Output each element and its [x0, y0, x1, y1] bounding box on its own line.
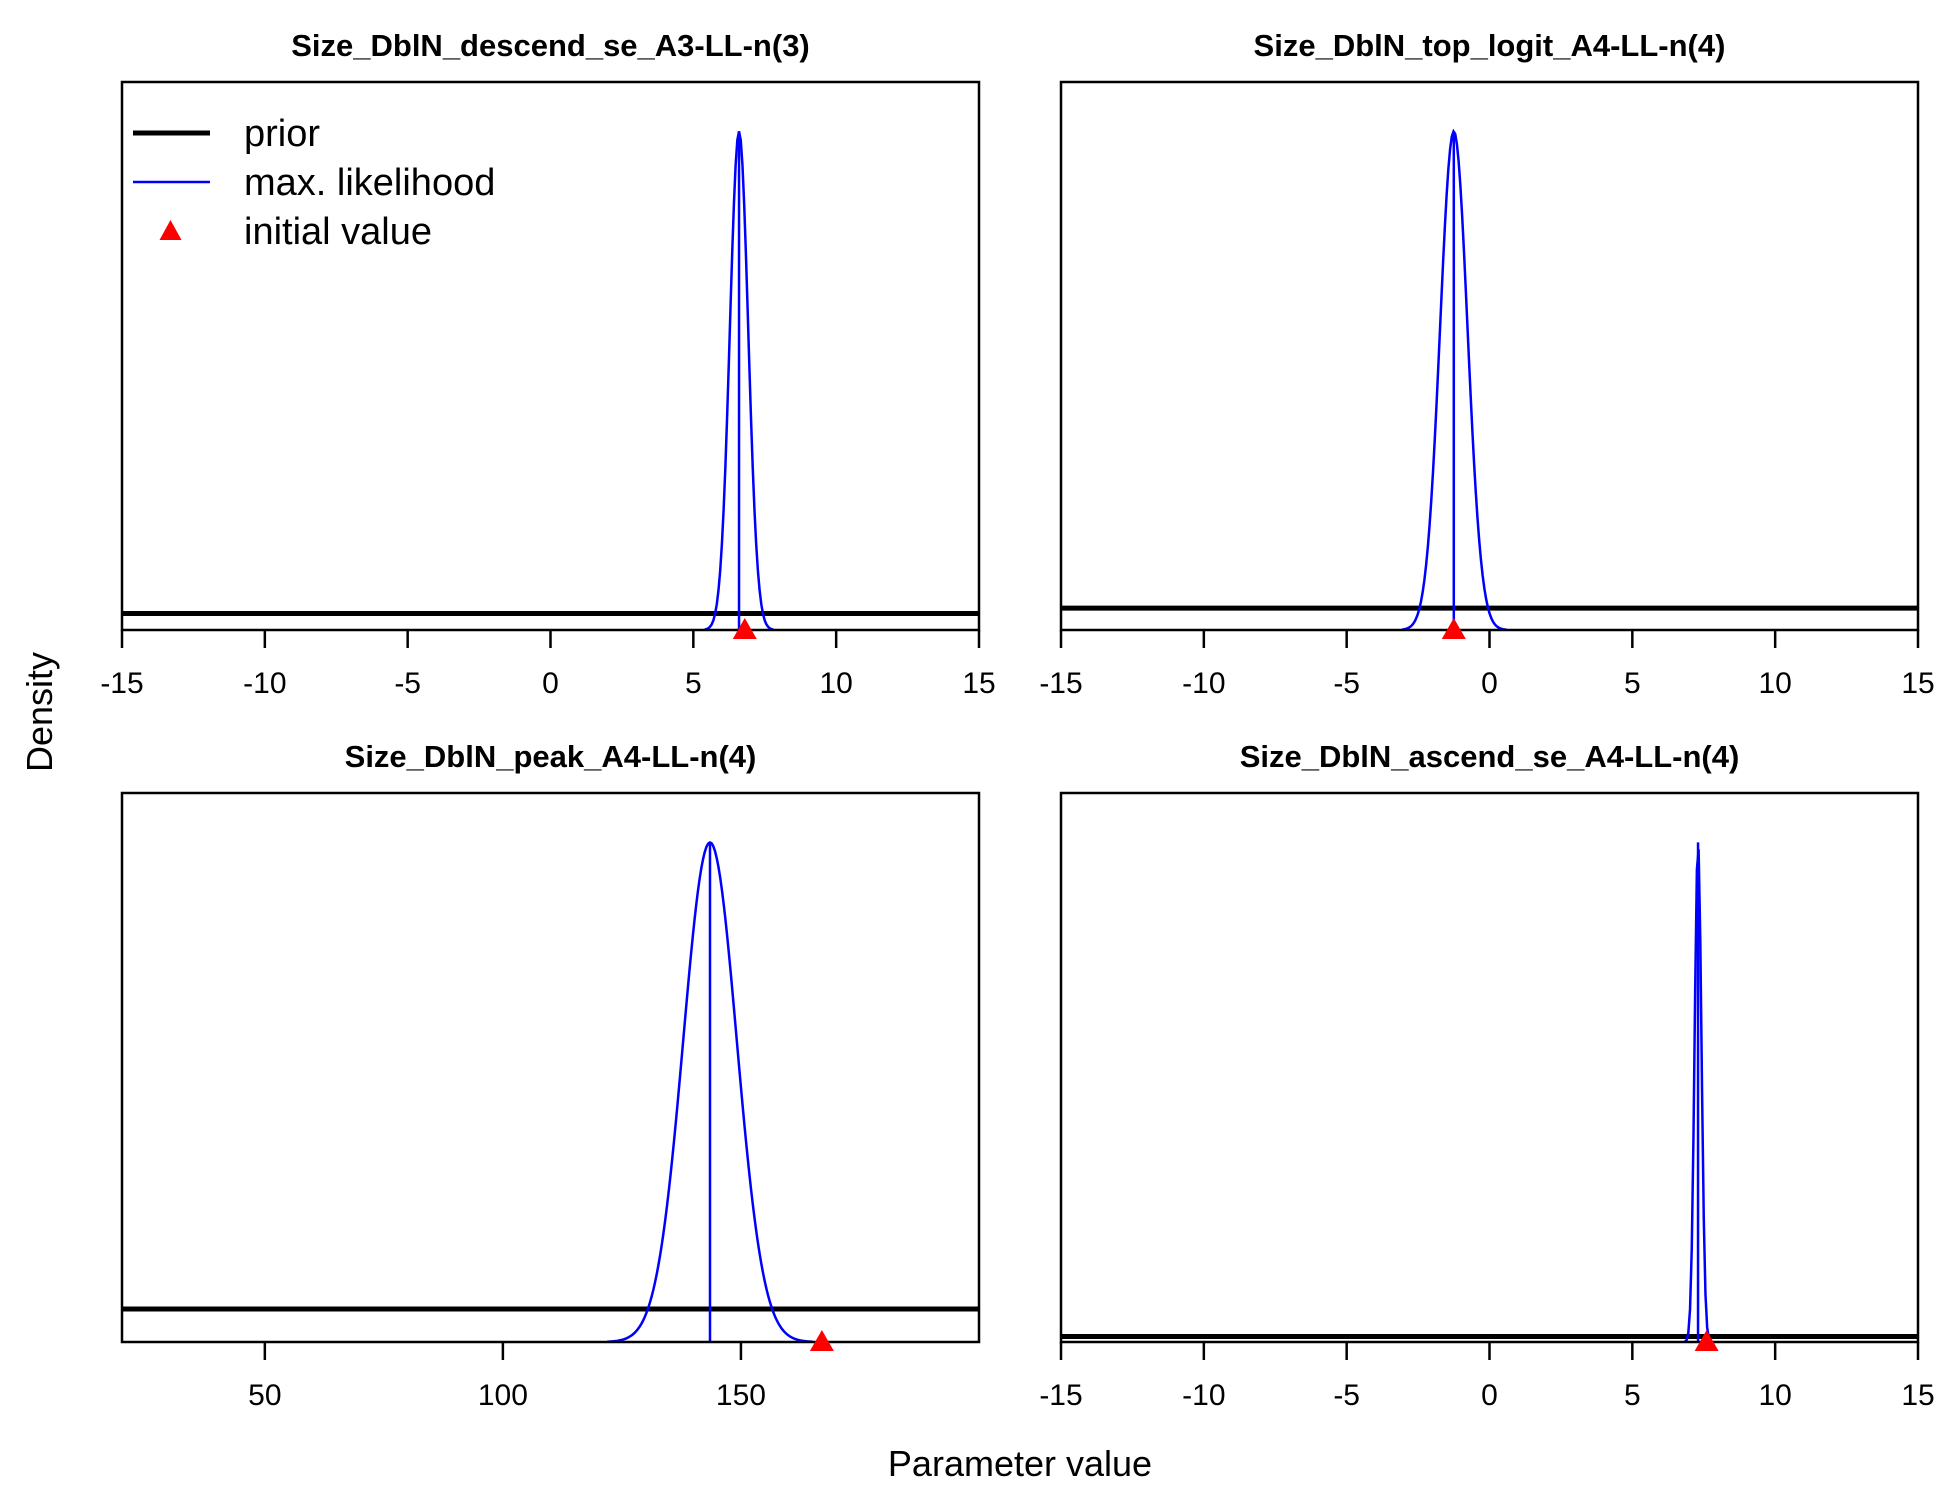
x-axis-title: Parameter value	[888, 1443, 1152, 1484]
x-tick-label: 100	[478, 1379, 528, 1412]
panel-title: Size_DblN_descend_se_A3-LL-n(3)	[291, 28, 810, 63]
x-axis: -15 -10 -5 0 5 10 15	[100, 630, 996, 700]
x-tick-label: 15	[962, 667, 995, 700]
panel-4: Size_DblN_ascend_se_A4-LL-n(4) -15 -10 -5 0 5…	[1039, 739, 1934, 1412]
x-tick-label: 50	[248, 1379, 281, 1412]
legend-label: prior	[244, 113, 320, 155]
x-tick-label: 10	[1758, 667, 1791, 700]
panel-title: Size_DblN_peak_A4-LL-n(4)	[345, 739, 757, 774]
x-tick-label: -10	[1182, 1379, 1225, 1412]
x-tick-label: 150	[716, 1379, 766, 1412]
x-axis: -15 -10 -5 0 5 10 15	[1039, 630, 1935, 700]
plot-frame	[120, 791, 981, 1344]
plot-frame	[1059, 80, 1920, 632]
initial-value-marker	[1441, 618, 1466, 639]
x-tick-label: -5	[394, 667, 421, 700]
legend-label: max. likelihood	[244, 162, 495, 204]
x-tick-label: 5	[685, 667, 702, 700]
x-tick-label: 10	[819, 667, 852, 700]
panel-title: Size_DblN_top_logit_A4-LL-n(4)	[1254, 28, 1726, 63]
x-tick-label: -10	[1182, 667, 1225, 700]
x-tick-label: -5	[1333, 667, 1360, 700]
legend: prior max. likelihood initial value	[133, 113, 495, 253]
x-tick-label: -15	[1039, 667, 1082, 700]
legend-item-max-likelihood: max. likelihood	[133, 162, 495, 204]
x-tick-label: 0	[1481, 1379, 1498, 1412]
legend-label: initial value	[244, 211, 432, 253]
x-tick-label: -5	[1333, 1379, 1360, 1412]
x-tick-label: 5	[1624, 667, 1641, 700]
panel-1: Size_DblN_descend_se_A3-LL-n(3) -15 -10 -5 0…	[100, 28, 995, 700]
x-tick-label: -10	[243, 667, 286, 700]
legend-item-initial-value: initial value	[159, 211, 432, 253]
x-tick-label: 15	[1901, 1379, 1934, 1412]
initial-value-marker	[1694, 1330, 1719, 1351]
panel-title: Size_DblN_ascend_se_A4-LL-n(4)	[1240, 739, 1740, 774]
plot-frame	[1059, 791, 1920, 1344]
x-tick-label: -15	[100, 667, 143, 700]
x-tick-label: 15	[1901, 667, 1934, 700]
x-tick-label: 0	[542, 667, 559, 700]
x-tick-label: 0	[1481, 667, 1498, 700]
initial-value-marker	[809, 1330, 834, 1351]
y-axis-title: Density	[19, 652, 60, 772]
x-tick-label: 5	[1624, 1379, 1641, 1412]
x-axis: 50 100 150	[248, 1342, 766, 1412]
initial-value-marker	[732, 618, 757, 639]
x-tick-label: -15	[1039, 1379, 1082, 1412]
panel-2: Size_DblN_top_logit_A4-LL-n(4) -15 -10 -5 0 5…	[1039, 28, 1934, 700]
x-axis: -15 -10 -5 0 5 10 15	[1039, 1342, 1935, 1412]
panel-3: Size_DblN_peak_A4-LL-n(4) 50 100 150	[120, 739, 981, 1412]
x-tick-label: 10	[1758, 1379, 1791, 1412]
legend-swatch	[159, 220, 182, 240]
legend-item-prior: prior	[133, 113, 320, 155]
